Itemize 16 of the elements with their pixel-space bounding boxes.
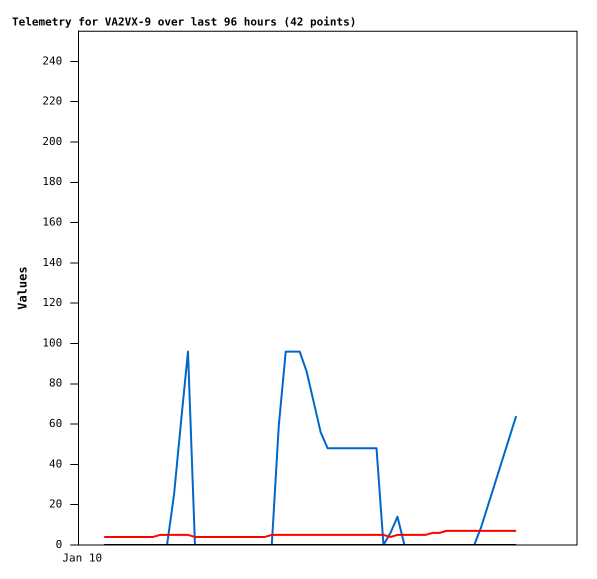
- text: Jan 10: [62, 551, 102, 564]
- y-tick-label: 140: [42, 256, 62, 269]
- y-tick-label: 40: [49, 457, 62, 470]
- chart-title: Telemetry for VA2VX-9 over last 96 hours (42 points): [12, 15, 356, 28]
- y-tick-label: 160: [42, 215, 62, 228]
- y-tick-label: 100: [42, 336, 62, 350]
- y-tick-label: 180: [42, 175, 62, 188]
- y-tick-label: 240: [42, 54, 62, 68]
- y-tick-label: 20: [49, 498, 62, 511]
- y-tick-label: 60: [49, 416, 62, 430]
- y-tick-label: 220: [42, 94, 62, 108]
- y-tick-label: 200: [42, 134, 62, 148]
- y-tick-label: 120: [42, 296, 62, 310]
- y-axis-title: Values: [15, 266, 30, 310]
- y-tick-label: 0: [56, 538, 62, 551]
- y-tick-label: 80: [49, 376, 62, 390]
